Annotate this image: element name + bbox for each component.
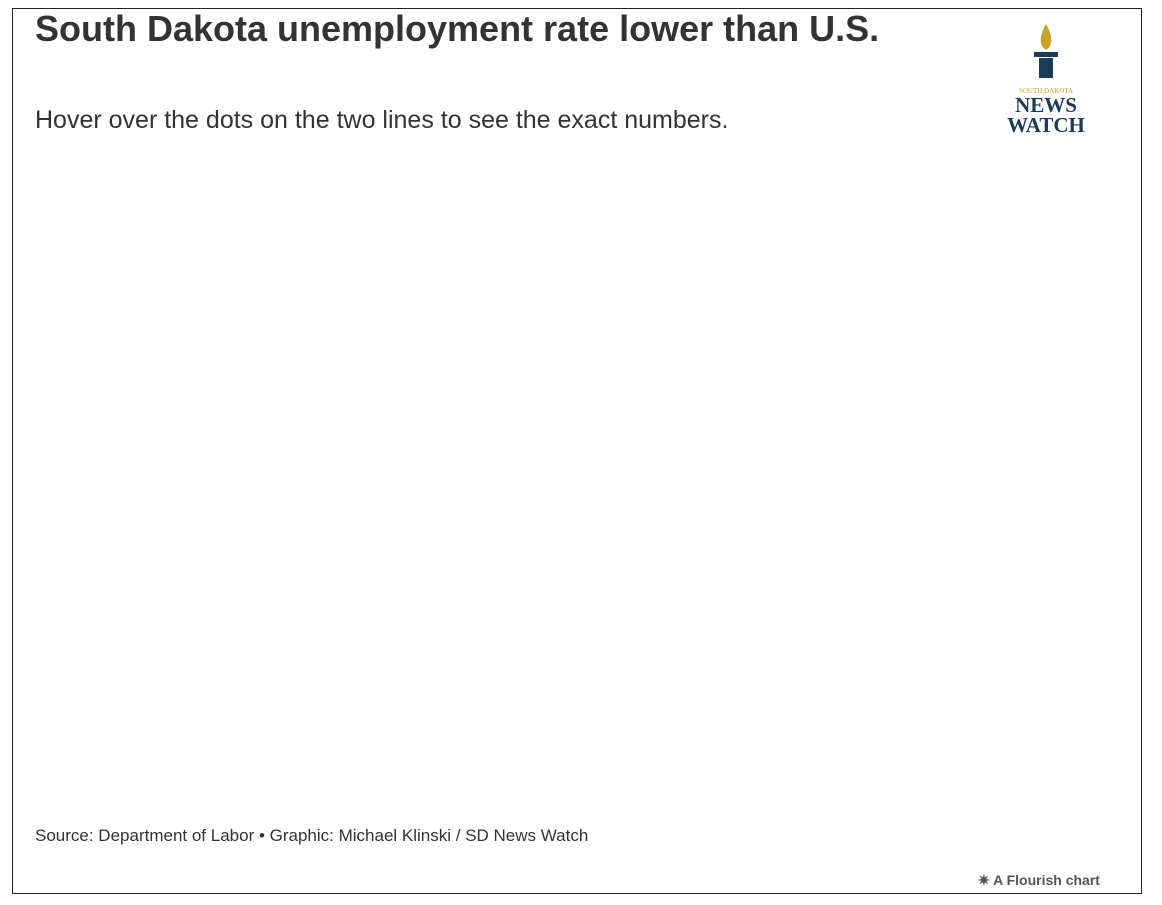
credit: ✷ A Flourish chart	[978, 872, 1100, 888]
title: South Dakota unemployment rate lower tha…	[35, 8, 880, 49]
logo-line: WATCH	[1007, 113, 1085, 137]
source: Source: Department of Labor • Graphic: M…	[35, 826, 589, 845]
frame	[12, 8, 1142, 894]
logo-top: SOUTH DAKOTA	[1018, 87, 1074, 95]
logo-line: NEWS	[1015, 93, 1077, 117]
credit-text: A Flourish chart	[993, 872, 1100, 888]
subtitle: Hover over the dots on the two lines to …	[35, 106, 729, 134]
